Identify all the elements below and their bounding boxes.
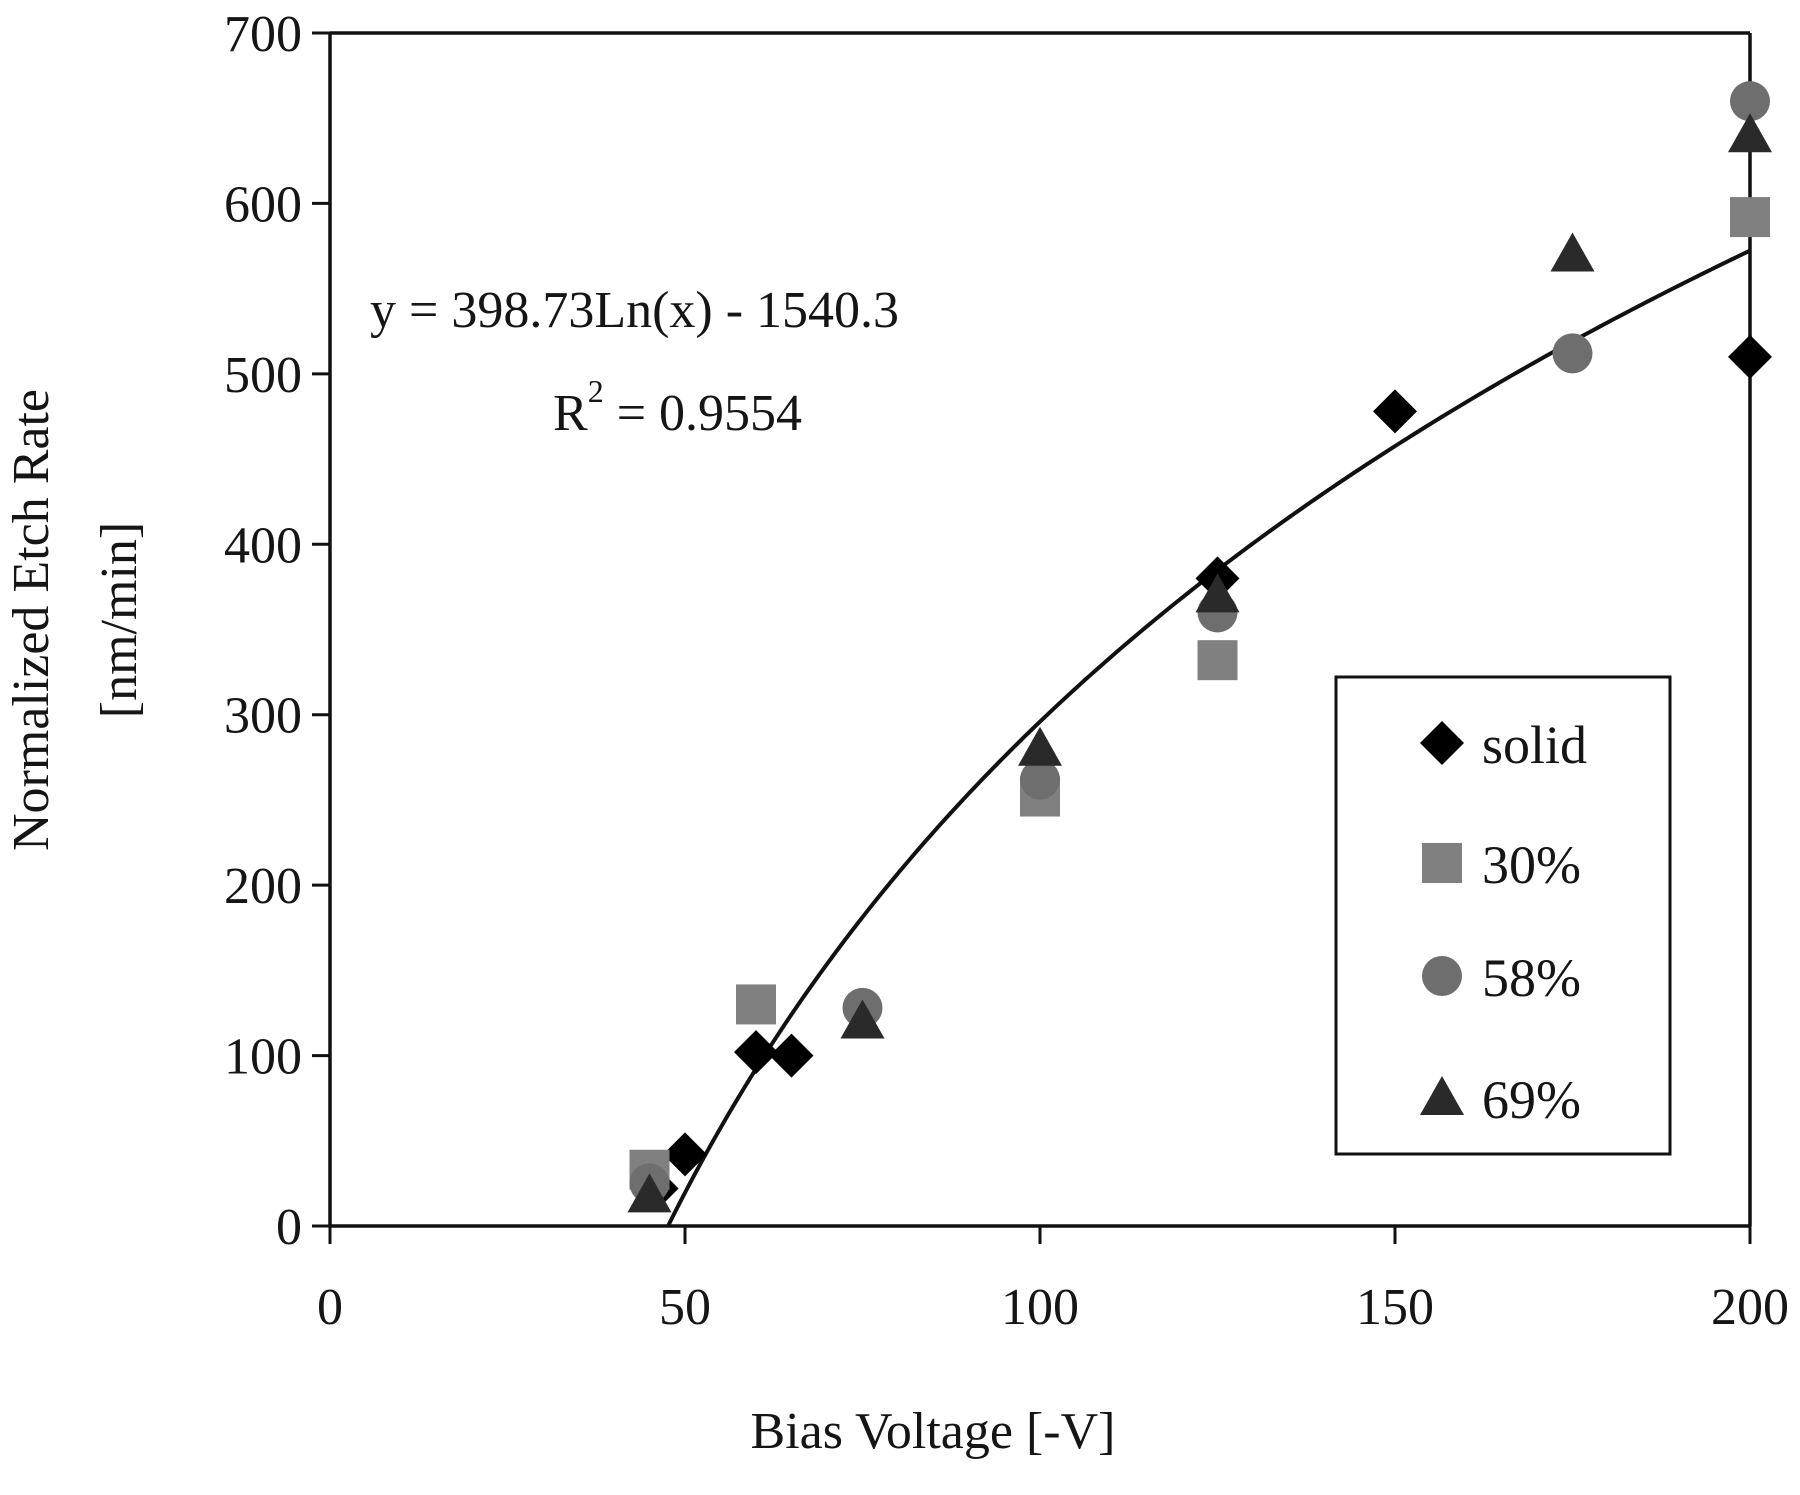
y-axis-label-line-1: Normalized Etch Rate bbox=[3, 389, 60, 851]
square-data-point bbox=[1197, 640, 1238, 681]
legend-item: 30% bbox=[1422, 835, 1581, 895]
x-tick-label: 200 bbox=[1711, 1279, 1789, 1336]
triangle-data-point bbox=[1550, 232, 1595, 272]
legend-item: solid bbox=[1420, 715, 1587, 775]
legend-marker-circle bbox=[1422, 956, 1462, 996]
triangle-data-point bbox=[1728, 113, 1772, 153]
series-triangle bbox=[627, 113, 1772, 1213]
legend-label: 58% bbox=[1482, 948, 1581, 1008]
triangle-data-point bbox=[840, 999, 885, 1039]
diamond-data-point bbox=[1373, 389, 1417, 434]
trendline-equation: y = 398.73Ln(x) - 1540.3 bbox=[370, 282, 899, 339]
r2-superscript: 2 bbox=[588, 373, 604, 409]
triangle-data-point bbox=[627, 1173, 672, 1213]
legend-items: solid 30% 58% 69% bbox=[1420, 715, 1587, 1130]
legend-label: solid bbox=[1482, 715, 1587, 775]
data-points bbox=[627, 81, 1772, 1213]
diamond-data-point bbox=[1728, 334, 1772, 379]
y-tick-label: 200 bbox=[224, 858, 302, 915]
legend-item: 58% bbox=[1422, 948, 1581, 1008]
legend-box bbox=[1334, 675, 1672, 1156]
diamond-data-point bbox=[769, 1033, 814, 1078]
circle-data-point bbox=[1552, 333, 1593, 374]
triangle-data-point bbox=[1195, 573, 1240, 613]
circle-data-point bbox=[1730, 81, 1770, 122]
x-tick-label: 50 bbox=[659, 1279, 711, 1336]
y-tick-label: 500 bbox=[224, 347, 302, 404]
y-tick-label: 400 bbox=[224, 517, 302, 574]
trendline-r-squared: R2 = 0.9554 bbox=[553, 373, 802, 442]
legend-marker-square bbox=[1422, 843, 1462, 883]
y-tick-label: 600 bbox=[224, 176, 302, 233]
r2-prefix: R bbox=[553, 385, 588, 442]
legend-item: 69% bbox=[1420, 1070, 1581, 1130]
y-tick-label: 700 bbox=[224, 6, 302, 63]
legend-marker-diamond bbox=[1420, 721, 1464, 765]
legend-label: 69% bbox=[1482, 1070, 1581, 1130]
r2-value: = 0.9554 bbox=[604, 385, 802, 442]
circle-data-point bbox=[1020, 759, 1060, 800]
triangle-data-point bbox=[1018, 726, 1062, 766]
x-tick-label: 0 bbox=[317, 1279, 343, 1336]
x-ticks: 0 50 100 150 200 bbox=[317, 1226, 1789, 1336]
legend-marker-triangle bbox=[1420, 1076, 1464, 1115]
y-tick-label: 300 bbox=[224, 688, 302, 745]
square-data-point bbox=[736, 984, 776, 1025]
x-tick-label: 100 bbox=[1001, 1279, 1079, 1336]
x-axis-label: Bias Voltage [-V] bbox=[751, 1403, 1116, 1460]
y-tick-label: 100 bbox=[224, 1029, 302, 1086]
y-axis-label-line-2: [nm/min] bbox=[91, 522, 148, 718]
y-ticks: 0 100 200 300 400 500 600 700 bbox=[224, 6, 330, 1256]
y-axis-label: Normalized Etch Rate [nm/min] bbox=[3, 389, 148, 851]
diamond-data-point bbox=[734, 1030, 778, 1075]
legend: solid 30% 58% 69% bbox=[1334, 675, 1672, 1156]
square-data-point bbox=[1730, 197, 1770, 238]
legend-label: 30% bbox=[1482, 835, 1581, 895]
y-tick-label: 0 bbox=[276, 1199, 302, 1256]
diamond-data-point bbox=[663, 1132, 707, 1177]
x-tick-label: 150 bbox=[1356, 1279, 1434, 1336]
